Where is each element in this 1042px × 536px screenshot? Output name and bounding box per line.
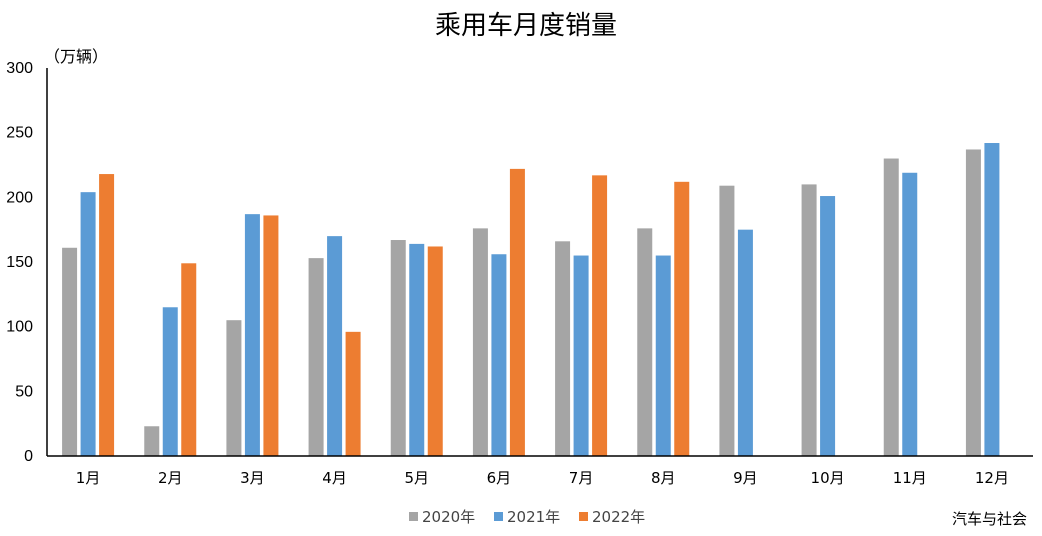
y-axis-unit-label: （万辆） <box>44 47 108 66</box>
bar <box>719 185 735 456</box>
bar <box>984 143 1000 456</box>
y-tick-label: 0 <box>24 448 33 465</box>
bar <box>162 307 178 456</box>
y-tick-label: 50 <box>15 383 33 400</box>
x-tick-label: 4月 <box>322 469 347 487</box>
bar <box>181 263 197 456</box>
bar <box>427 246 443 456</box>
chart-title: 乘用车月度销量 <box>435 11 617 41</box>
legend: 2020年 2021年 2022年 <box>409 508 645 526</box>
bars <box>62 143 1000 457</box>
y-tick-label: 250 <box>6 125 33 142</box>
x-tick-label: 1月 <box>76 469 101 487</box>
bar <box>555 241 571 456</box>
legend-item: 2020年 <box>409 508 475 526</box>
bar <box>409 243 425 456</box>
legend-item: 2021年 <box>494 508 560 526</box>
bar <box>509 168 525 456</box>
y-tick-label: 300 <box>6 60 33 77</box>
y-axis-ticks: 0 50 100 150 200 250 300 <box>6 60 33 465</box>
bar <box>902 172 918 456</box>
legend-label: 2021年 <box>507 508 560 526</box>
bar <box>308 258 324 456</box>
bar <box>99 174 115 456</box>
bar <box>674 181 690 456</box>
legend-swatch <box>494 512 503 521</box>
x-tick-label: 12月 <box>975 469 1009 487</box>
x-tick-label: 7月 <box>569 469 594 487</box>
source-label: 汽车与社会 <box>952 510 1027 528</box>
x-tick-label: 8月 <box>651 469 676 487</box>
bar <box>965 149 981 457</box>
bar <box>144 426 160 456</box>
y-tick-label: 200 <box>6 189 33 206</box>
legend-label: 2022年 <box>592 508 645 526</box>
bar <box>226 320 242 456</box>
y-tick-label: 150 <box>6 254 33 271</box>
bar <box>820 196 836 457</box>
bar <box>573 255 589 456</box>
x-tick-label: 9月 <box>733 469 758 487</box>
legend-swatch <box>579 512 588 521</box>
bar <box>491 254 507 456</box>
bar <box>327 236 343 456</box>
bar <box>263 215 279 456</box>
legend-item: 2022年 <box>579 508 645 526</box>
bar <box>345 331 361 456</box>
bar <box>655 255 671 456</box>
bar <box>737 229 753 456</box>
bar <box>883 158 899 457</box>
bar <box>80 192 96 456</box>
x-tick-label: 3月 <box>240 469 265 487</box>
bar <box>592 175 608 456</box>
bar <box>472 228 488 456</box>
x-tick-label: 6月 <box>487 469 512 487</box>
legend-label: 2020年 <box>422 508 475 526</box>
x-tick-label: 11月 <box>893 469 927 487</box>
y-tick-label: 100 <box>6 319 33 336</box>
bar <box>244 214 260 456</box>
bar <box>390 240 406 456</box>
x-axis-labels: 1月 2月 3月 4月 5月 6月 7月 8月 9月 10月 11月 12月 <box>76 469 1009 487</box>
bar <box>801 184 817 456</box>
x-tick-label: 2月 <box>158 469 183 487</box>
bar <box>62 247 78 456</box>
legend-swatch <box>409 512 418 521</box>
x-tick-label: 5月 <box>404 469 429 487</box>
bar <box>637 228 653 456</box>
x-tick-label: 10月 <box>811 469 845 487</box>
